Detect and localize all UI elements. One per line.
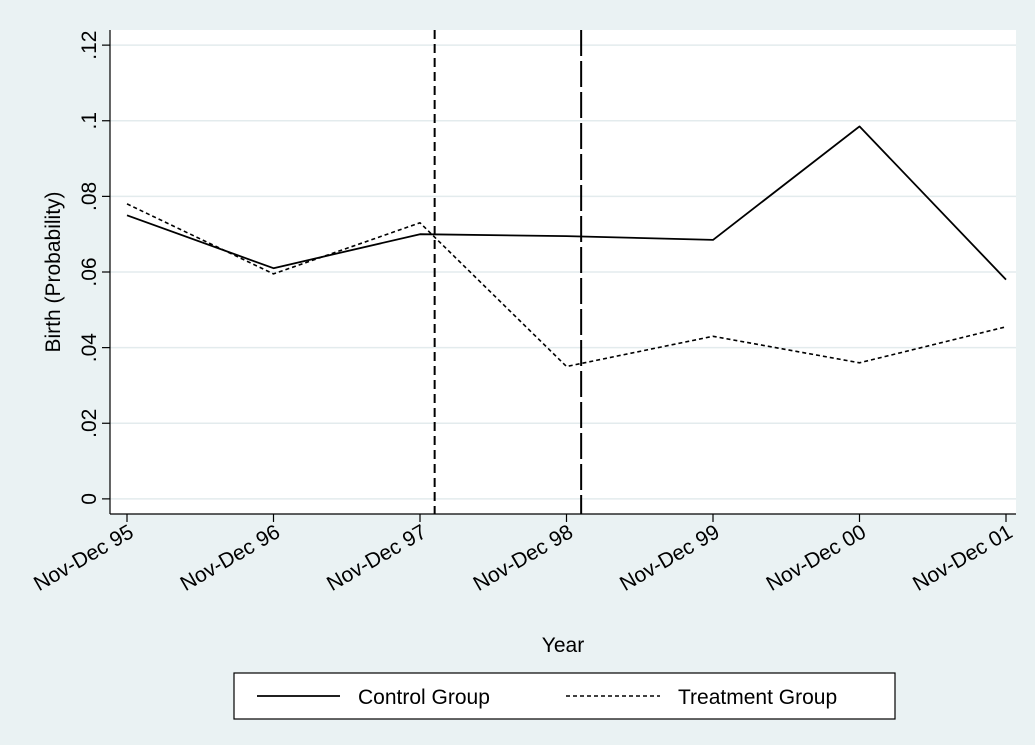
legend-label-control: Control Group xyxy=(358,686,490,709)
x-axis-label: Year xyxy=(542,634,584,657)
y-tick-label: .04 xyxy=(78,333,101,363)
series-lines xyxy=(126,125,1007,368)
y-tick-label: .12 xyxy=(78,31,101,60)
legend-label-treatment: Treatment Group xyxy=(678,686,837,709)
series-line-control xyxy=(126,125,1007,281)
y-tick-label: .02 xyxy=(78,409,101,438)
gridlines xyxy=(110,44,1016,500)
legend-box xyxy=(233,672,896,720)
y-ticks: 0 .02 .04 .06 .08 .1 .12 xyxy=(78,31,110,505)
y-tick-label: .06 xyxy=(78,257,101,286)
y-tick-label: .08 xyxy=(78,182,101,211)
legend: Control Group Treatment Group xyxy=(233,672,896,720)
series-line-treatment xyxy=(126,203,1007,368)
y-axis-label: Birth (Probability) xyxy=(42,191,65,352)
y-tick-label: 0 xyxy=(78,493,101,505)
reference-lines xyxy=(433,30,583,514)
y-tick-label: .1 xyxy=(78,112,101,130)
